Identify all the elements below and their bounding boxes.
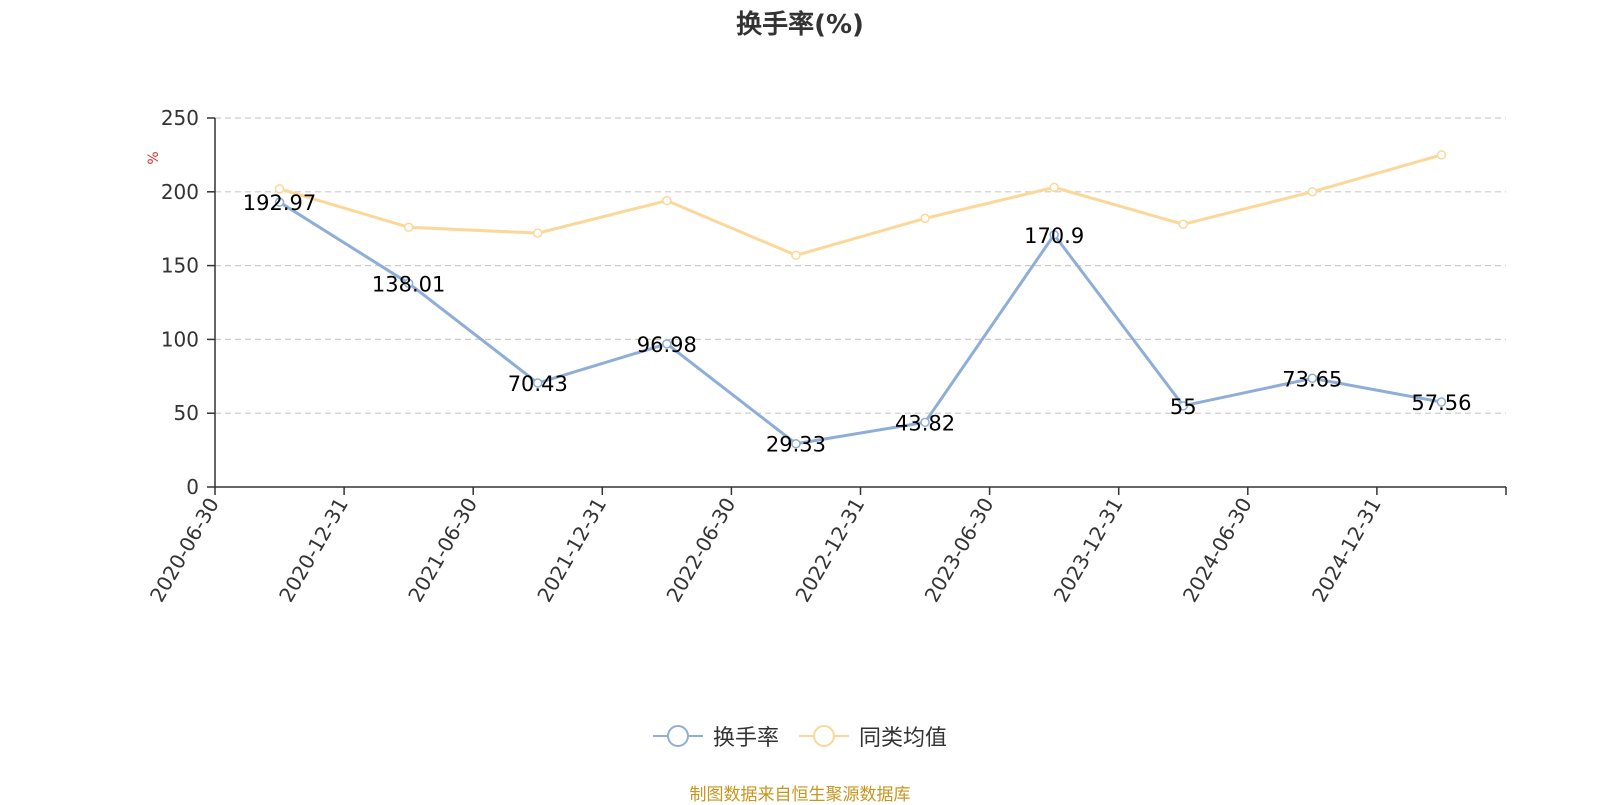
chart-title: 换手率(%) [736,10,864,40]
data-label-turnover: 73.65 [1282,367,1342,391]
y-tick-label: 200 [161,180,199,204]
data-point-turnover [1049,230,1059,240]
data-label-turnover: 29.33 [766,433,826,457]
data-point-turnover [274,197,285,207]
legend-marker-turnover [666,725,689,747]
data-label-turnover: 170.9 [1024,224,1084,248]
data-point-peer-average [791,250,801,261]
x-tick-label: 2024-06-30 [1178,494,1257,607]
x-tick-label: 2023-06-30 [920,494,999,607]
legend-swatch-turnover [652,725,703,747]
x-tick-label: 2020-12-31 [274,494,353,607]
data-point-peer-average [1049,182,1059,193]
x-tick-label: 2022-12-31 [790,494,869,607]
y-tick-label: 150 [161,254,199,278]
data-point-turnover [533,378,543,388]
data-point-turnover [1307,373,1318,384]
data-point-peer-average [1436,150,1447,160]
data-label-turnover: 192.97 [243,191,316,215]
y-tick-label: 50 [174,401,199,425]
source-note: 制图数据来自恒生聚源数据库 [689,785,911,805]
x-tick-label: 2021-12-31 [532,494,611,607]
legend-marker-peer-average [813,725,835,747]
series-line-peer-average [279,153,1442,257]
data-label-turnover: 70.43 [508,372,568,396]
x-tick-label: 2024-12-31 [1307,494,1386,607]
data-point-turnover [403,278,414,289]
legend-label-peer-average: 同类均值 [859,726,948,751]
data-point-turnover [1178,401,1188,411]
y-tick-label: 250 [161,106,199,130]
data-label-turnover: 43.82 [895,411,955,435]
data-point-peer-average [1178,219,1188,230]
y-tick-label: 0 [186,475,199,499]
data-point-peer-average [920,213,930,224]
data-point-peer-average [1307,187,1318,197]
legend: 换手率 同类均值 [0,720,1600,752]
data-label-turnover: 57.56 [1411,391,1471,415]
series-line-turnover [278,200,1442,446]
data-point-turnover [662,339,672,349]
data-point-turnover [920,417,930,428]
data-label-turnover: 96.98 [637,333,697,357]
y-tick-label: 100 [161,327,199,351]
data-point-peer-average [533,228,543,238]
legend-item-peer-average[interactable]: 同类均值 [799,720,947,752]
data-label-turnover: 55 [1170,395,1197,419]
x-tick-label: 2020-06-30 [145,494,224,607]
data-point-turnover [1436,397,1447,407]
data-point-peer-average [274,184,285,194]
data-point-turnover [791,438,801,449]
legend-label-turnover: 换手率 [712,726,779,751]
data-point-peer-average [662,195,672,206]
x-tick-label: 2021-06-30 [403,494,482,607]
x-tick-label: 2022-06-30 [661,494,740,607]
x-tick-label: 2023-12-31 [1049,494,1128,607]
y-axis-unit-label: % [146,151,162,164]
legend-swatch-peer-average [799,725,849,747]
data-label-turnover: 138.01 [372,272,445,296]
data-point-peer-average [403,222,414,232]
legend-item-turnover[interactable]: 换手率 [652,720,779,752]
